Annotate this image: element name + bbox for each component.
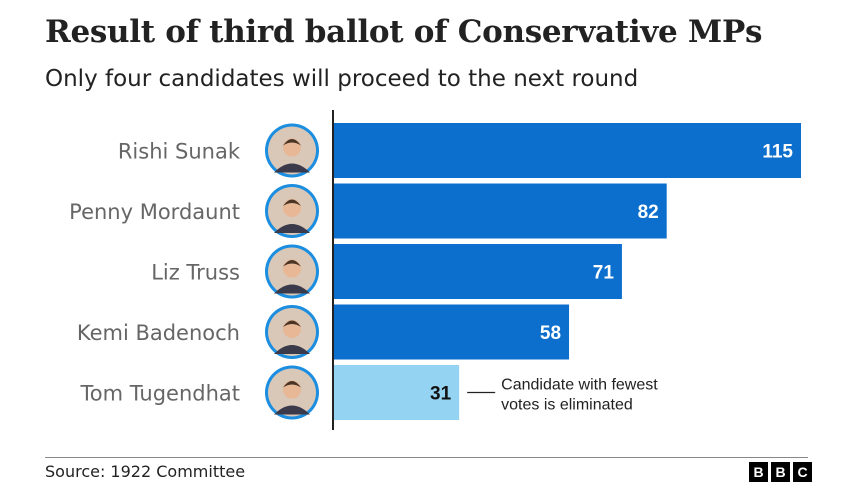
photo-shoulders [274, 284, 310, 294]
bar [333, 183, 667, 239]
photo-shoulders [274, 405, 310, 415]
photo-shoulders [274, 345, 310, 354]
photo-hair [283, 260, 301, 267]
candidate-photo [265, 244, 319, 299]
bar-value-label: 31 [430, 384, 452, 405]
bar [333, 365, 460, 420]
chart-title: Result of third ballot of Conservative M… [45, 14, 763, 50]
bar-value-label: 82 [638, 202, 659, 223]
logo-letter: B [771, 462, 790, 482]
bar-value-label: 115 [762, 142, 793, 163]
bar-chart: 115 Rishi Sunak 82 Penny Mordaunt 71 Liz Trus… [69, 110, 801, 430]
footer-divider [45, 457, 808, 458]
annotation-text: Candidate with fewest [501, 377, 658, 394]
candidate-photo [265, 365, 319, 420]
category-label: Penny Mordaunt [69, 200, 240, 224]
category-label: Liz Truss [151, 261, 240, 285]
logo-letter: B [749, 462, 768, 482]
photo-shoulders [274, 163, 310, 173]
category-label: Tom Tugendhat [80, 382, 241, 406]
candidate-photo [265, 305, 319, 359]
photo-hair [283, 381, 301, 388]
photo-hair [283, 139, 301, 146]
source-note: Source: 1922 Committee [45, 462, 246, 481]
photo-hair [283, 199, 301, 206]
photo-shoulders [274, 224, 310, 233]
bar [333, 123, 801, 178]
bar [333, 304, 570, 360]
category-label: Rishi Sunak [118, 140, 241, 164]
candidate-photo [265, 184, 319, 238]
chart-subtitle: Only four candidates will proceed to the… [45, 66, 639, 92]
bar-value-label: 71 [593, 263, 615, 284]
candidate-photo [265, 123, 319, 178]
annotation-text: votes is eliminated [501, 397, 633, 414]
bar-value-label: 58 [540, 323, 561, 344]
photo-hair [283, 320, 301, 327]
category-label: Kemi Badenoch [77, 321, 240, 345]
logo-letter: C [793, 462, 812, 482]
bar [333, 244, 622, 299]
bbc-logo: B B C [749, 462, 812, 482]
